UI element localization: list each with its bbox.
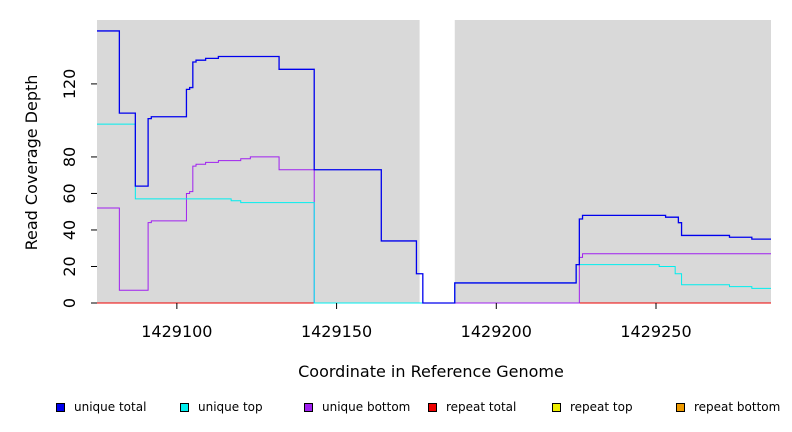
x-axis-title: Coordinate in Reference Genome: [298, 362, 564, 381]
y-axis: 0 20 40 60 80 120: [60, 69, 97, 308]
legend-swatch: [552, 402, 561, 412]
y-tick-label: 120: [60, 69, 79, 100]
legend-item-repeat-total: repeat total: [428, 400, 516, 414]
x-tick-label: 1429200: [461, 322, 532, 341]
x-tick-label: 1429150: [301, 322, 372, 341]
y-tick-label: 0: [60, 298, 79, 308]
x-axis: 1429100 1429150 1429200 1429250: [141, 303, 692, 341]
legend-swatch: [428, 402, 437, 412]
y-axis-title: Read Coverage Depth: [22, 75, 41, 251]
y-tick-label: 80: [60, 147, 79, 167]
legend-item-unique-bottom: unique bottom: [304, 400, 410, 414]
legend-label: unique top: [198, 400, 263, 414]
legend-item-repeat-bottom: repeat bottom: [676, 400, 780, 414]
legend: unique total unique top unique bottom repea…: [0, 400, 792, 418]
series-layer: [97, 30, 771, 304]
legend-item-unique-top: unique top: [180, 400, 263, 414]
x-tick-label: 1429250: [620, 322, 691, 341]
y-tick-label: 20: [60, 256, 79, 276]
x-tick-label: 1429100: [141, 322, 212, 341]
gap-region: [419, 20, 455, 303]
legend-label: repeat bottom: [694, 400, 781, 414]
legend-swatch: [56, 402, 65, 412]
y-tick-label: 60: [60, 183, 79, 203]
legend-swatch: [180, 402, 189, 412]
legend-label: repeat total: [446, 400, 517, 414]
legend-swatch: [676, 402, 685, 412]
legend-label: repeat top: [570, 400, 633, 414]
legend-item-repeat-top: repeat top: [552, 400, 633, 414]
legend-label: unique total: [74, 400, 147, 414]
legend-swatch: [304, 402, 313, 412]
legend-item-unique-total: unique total: [56, 400, 146, 414]
y-tick-label: 40: [60, 220, 79, 240]
legend-label: unique bottom: [322, 400, 411, 414]
series-line-unique-total: [97, 30, 771, 304]
coverage-chart: 1429100 1429150 1429200 1429250 0 20 40 60 80 12…: [22, 20, 771, 381]
